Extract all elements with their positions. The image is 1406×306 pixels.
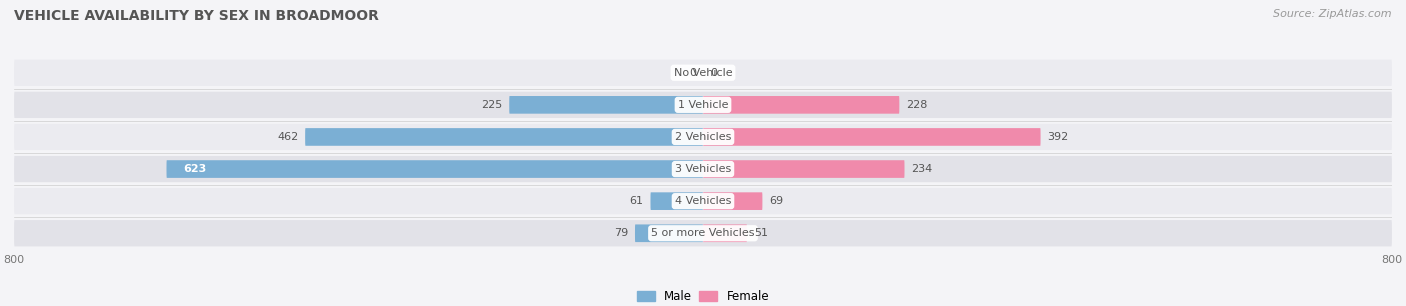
Text: 1 Vehicle: 1 Vehicle xyxy=(678,100,728,110)
FancyBboxPatch shape xyxy=(703,128,1040,146)
FancyBboxPatch shape xyxy=(14,60,1392,86)
FancyBboxPatch shape xyxy=(509,96,703,114)
FancyBboxPatch shape xyxy=(703,192,762,210)
Text: 69: 69 xyxy=(769,196,783,206)
Text: 225: 225 xyxy=(481,100,502,110)
Text: 623: 623 xyxy=(184,164,207,174)
Text: 3 Vehicles: 3 Vehicles xyxy=(675,164,731,174)
FancyBboxPatch shape xyxy=(14,220,1392,246)
FancyBboxPatch shape xyxy=(305,128,703,146)
Text: 4 Vehicles: 4 Vehicles xyxy=(675,196,731,206)
FancyBboxPatch shape xyxy=(703,160,904,178)
Text: 51: 51 xyxy=(754,228,768,238)
Text: 392: 392 xyxy=(1047,132,1069,142)
FancyBboxPatch shape xyxy=(636,224,703,242)
Text: 0: 0 xyxy=(710,68,717,78)
Text: 0: 0 xyxy=(689,68,696,78)
Text: No Vehicle: No Vehicle xyxy=(673,68,733,78)
FancyBboxPatch shape xyxy=(14,92,1392,118)
FancyBboxPatch shape xyxy=(651,192,703,210)
Text: 234: 234 xyxy=(911,164,932,174)
FancyBboxPatch shape xyxy=(14,124,1392,150)
FancyBboxPatch shape xyxy=(703,224,747,242)
Text: 5 or more Vehicles: 5 or more Vehicles xyxy=(651,228,755,238)
Text: 462: 462 xyxy=(277,132,298,142)
Text: 61: 61 xyxy=(630,196,644,206)
FancyBboxPatch shape xyxy=(166,160,703,178)
Text: VEHICLE AVAILABILITY BY SEX IN BROADMOOR: VEHICLE AVAILABILITY BY SEX IN BROADMOOR xyxy=(14,9,380,23)
Legend: Male, Female: Male, Female xyxy=(633,285,773,306)
Text: 79: 79 xyxy=(614,228,628,238)
FancyBboxPatch shape xyxy=(14,156,1392,182)
FancyBboxPatch shape xyxy=(703,96,900,114)
FancyBboxPatch shape xyxy=(14,188,1392,214)
Text: 228: 228 xyxy=(907,100,928,110)
Text: Source: ZipAtlas.com: Source: ZipAtlas.com xyxy=(1274,9,1392,19)
Text: 2 Vehicles: 2 Vehicles xyxy=(675,132,731,142)
